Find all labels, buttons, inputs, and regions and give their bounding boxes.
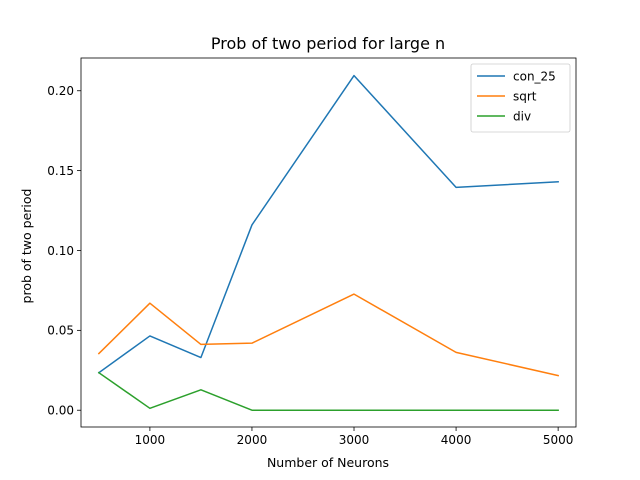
x-tick-label: 3000 (339, 433, 370, 447)
legend-label-sqrt: sqrt (513, 89, 537, 103)
chart-title: Prob of two period for large n (211, 34, 445, 53)
legend-box (470, 63, 571, 133)
series-line-sqrt (97, 293, 560, 377)
plot-area: 1000 2000 3000 4000 5000 0.00 0.05 0.10 0.15 0.20 (47, 57, 577, 447)
y-tick-label: 0.05 (47, 324, 74, 338)
x-tick-label: 1000 (135, 433, 166, 447)
legend-label-con_25: con_25 (513, 69, 556, 83)
axes-frame (80, 57, 577, 428)
series-line-con_25 (97, 74, 559, 374)
y-tick-label: 0.20 (47, 84, 74, 98)
x-axis-label: Number of Neurons (267, 455, 389, 470)
x-tick-label: 2000 (237, 433, 268, 447)
y-axis-label: prob of two period (19, 189, 34, 304)
y-tick-label: 0.10 (47, 244, 74, 258)
y-tick-label: 0.00 (47, 404, 74, 418)
legend-label-div: div (513, 109, 531, 123)
x-tick-label: 5000 (543, 433, 574, 447)
y-tick-label: 0.15 (47, 164, 74, 178)
series-line-div (97, 371, 559, 411)
x-tick-label: 4000 (441, 433, 472, 447)
